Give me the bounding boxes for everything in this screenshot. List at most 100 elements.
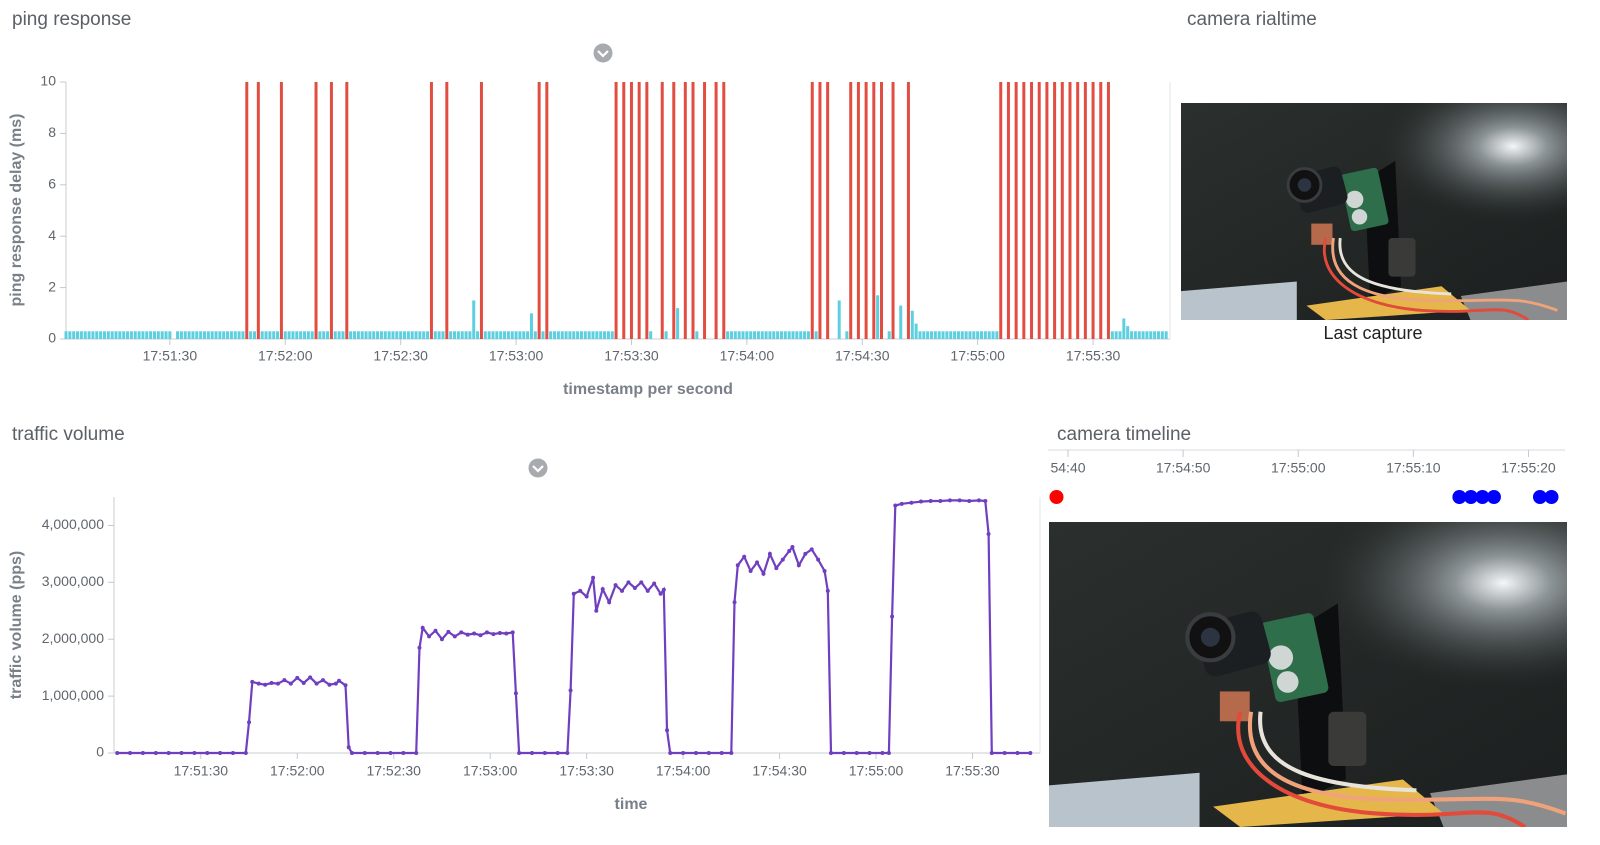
bar <box>564 331 568 339</box>
bar <box>102 331 106 339</box>
bar <box>183 331 187 339</box>
point <box>947 498 952 503</box>
bar <box>399 331 403 339</box>
bar <box>133 331 137 339</box>
point <box>497 630 502 635</box>
bar <box>522 331 526 339</box>
point <box>989 751 994 755</box>
bar <box>810 82 814 339</box>
bar <box>310 331 314 339</box>
bar <box>991 331 995 339</box>
point <box>491 632 496 637</box>
x-tick-label: 17:54:30 <box>752 763 807 779</box>
bar <box>110 331 114 339</box>
bar <box>433 331 437 339</box>
point <box>796 563 801 568</box>
bar <box>1153 331 1157 339</box>
bar <box>387 331 391 339</box>
point <box>439 637 444 642</box>
bar <box>676 308 680 339</box>
point <box>729 751 734 755</box>
bar <box>252 331 256 339</box>
bar <box>972 331 976 339</box>
bar <box>1014 82 1018 339</box>
point <box>890 614 895 619</box>
point <box>256 681 261 686</box>
panel-title: camera timeline <box>1057 424 1191 445</box>
bar <box>672 82 676 339</box>
point <box>275 681 280 686</box>
x-tick-label: 17:51:30 <box>174 763 229 779</box>
bar <box>87 331 91 339</box>
bar <box>1106 82 1110 339</box>
bar <box>145 331 149 339</box>
point <box>343 683 348 688</box>
point <box>658 591 663 596</box>
bar <box>645 82 649 339</box>
panel-menu[interactable] <box>528 458 548 478</box>
bar <box>664 331 668 339</box>
bar <box>372 331 376 339</box>
point <box>263 682 268 687</box>
y-tick-label: 2,000,000 <box>42 630 104 646</box>
bar <box>603 331 607 339</box>
point <box>452 634 457 639</box>
bar <box>383 331 387 339</box>
panel-menu[interactable] <box>593 43 613 63</box>
point <box>780 557 785 562</box>
bar <box>753 331 757 339</box>
point <box>478 633 483 638</box>
bar <box>537 82 541 339</box>
bar <box>779 331 783 339</box>
bar <box>1130 331 1134 339</box>
point <box>230 751 235 755</box>
bar <box>129 331 133 339</box>
camera-image <box>1037 522 1579 827</box>
bar <box>472 300 476 339</box>
bar <box>703 82 707 339</box>
bar <box>887 331 891 339</box>
bar <box>506 331 510 339</box>
bar <box>314 82 318 339</box>
bar <box>995 331 999 339</box>
bar <box>1099 82 1103 339</box>
bar <box>856 82 860 339</box>
caption: Last capture <box>1323 323 1422 343</box>
bar <box>595 331 599 339</box>
bar <box>302 331 306 339</box>
bar <box>826 82 830 339</box>
bar <box>514 331 518 339</box>
bar <box>1137 331 1141 339</box>
point <box>247 720 252 725</box>
bar <box>379 331 383 339</box>
point <box>809 547 814 552</box>
bar <box>622 82 626 339</box>
bar <box>83 331 87 339</box>
bar <box>1006 82 1010 339</box>
point <box>375 751 380 755</box>
bar <box>1145 331 1149 339</box>
bar <box>410 331 414 339</box>
bar <box>726 331 730 339</box>
y-tick-label: 10 <box>40 73 56 89</box>
bar <box>556 331 560 339</box>
bar <box>322 331 326 339</box>
y-tick-label: 4 <box>48 227 56 243</box>
point <box>841 751 846 755</box>
bar <box>749 331 753 339</box>
bar <box>814 331 818 339</box>
bar <box>795 331 799 339</box>
bar <box>533 331 537 339</box>
bar <box>356 331 360 339</box>
point <box>295 675 300 680</box>
bar <box>945 331 949 339</box>
bar <box>199 331 203 339</box>
point <box>337 678 342 683</box>
point <box>886 751 891 755</box>
point <box>986 531 991 536</box>
bar <box>568 331 572 339</box>
bar <box>237 331 241 339</box>
point <box>983 498 988 503</box>
bar <box>933 331 937 339</box>
